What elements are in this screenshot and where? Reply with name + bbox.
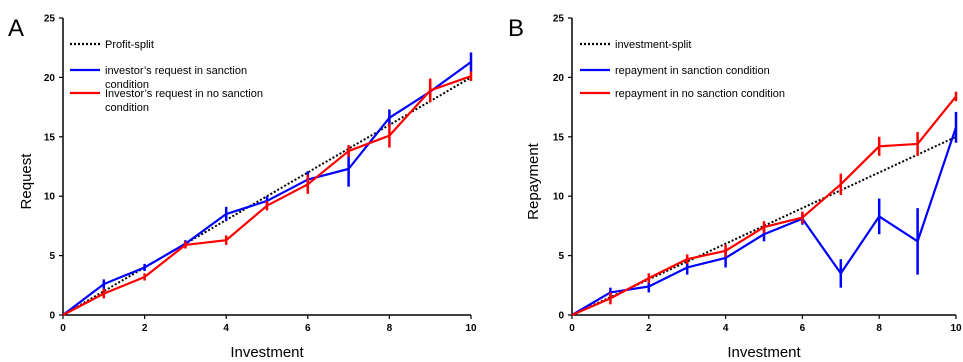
panel-label: A (8, 15, 24, 42)
y-tick-label: 15 (553, 132, 565, 143)
y-tick-label: 5 (558, 251, 564, 262)
legend-entry: repayment in no sanction condition (615, 88, 785, 100)
series-2 (571, 91, 958, 317)
x-tick-label: 6 (305, 323, 311, 334)
y-tick-label: 25 (553, 14, 565, 25)
legend-entry: Investor’s request in no sanction conditi… (105, 88, 263, 114)
y-tick-label: 20 (44, 73, 56, 84)
legend: Profit-split investor’s request in sancti… (70, 39, 263, 114)
x-tick-label: 4 (723, 323, 729, 334)
legend-entry: Profit-split (105, 39, 154, 51)
series-2 (62, 71, 473, 316)
series-1 (571, 111, 958, 316)
panel-label: B (508, 15, 524, 42)
y-tick-label: 15 (44, 132, 56, 143)
x-tick-label: 0 (569, 323, 575, 334)
legend-entry-line: repayment in sanction condition (615, 65, 770, 77)
y-axis-label: Repayment (525, 142, 542, 220)
legend-entry-line: investor’s request in sanction (105, 65, 247, 77)
x-tick-label: 4 (223, 323, 229, 334)
legend-entry: repayment in sanction condition (615, 65, 770, 77)
x-tick-label: 10 (950, 323, 962, 334)
legend-entry-line: Profit-split (105, 39, 154, 51)
x-tick-label: 10 (465, 323, 477, 334)
series-0 (571, 135, 957, 316)
x-tick-label: 6 (800, 323, 806, 334)
series-line (571, 135, 957, 316)
legend: investment-split repayment in sanction co… (580, 39, 785, 100)
y-tick-label: 10 (553, 192, 565, 203)
chart-panel-b: B 0 5 10 15 20 25 0 2 4 6 8 10 Investment Repayment inv… (508, 14, 962, 362)
y-tick-label: 5 (49, 251, 55, 262)
x-tick-label: 8 (387, 323, 393, 334)
x-tick-label: 0 (60, 323, 66, 334)
x-tick-label: 2 (646, 323, 652, 334)
y-tick-label: 0 (558, 311, 564, 322)
y-tick-label: 10 (44, 192, 56, 203)
legend-entry-line: condition (105, 102, 149, 114)
x-tick-label: 8 (876, 323, 882, 334)
y-axis-label: Request (18, 153, 35, 210)
x-axis-label: Investment (727, 344, 801, 361)
legend-entry: investment-split (615, 39, 691, 51)
y-tick-label: 20 (553, 73, 565, 84)
x-tick-label: 2 (142, 323, 148, 334)
chart-panel-a: A 0 5 10 15 20 25 0 2 4 6 8 10 Investment Request Profi… (8, 14, 477, 362)
legend-entry-line: condition (105, 79, 149, 91)
legend-entry-line: Investor’s request in no sanction (105, 88, 263, 100)
legend-entry-line: repayment in no sanction condition (615, 88, 785, 100)
y-tick-label: 25 (44, 14, 56, 25)
series-line (571, 95, 957, 317)
x-axis-label: Investment (230, 344, 304, 361)
legend-entry-line: investment-split (615, 39, 691, 51)
y-tick-label: 0 (49, 311, 55, 322)
legend-entry: investor’s request in sanction condition (105, 65, 247, 91)
